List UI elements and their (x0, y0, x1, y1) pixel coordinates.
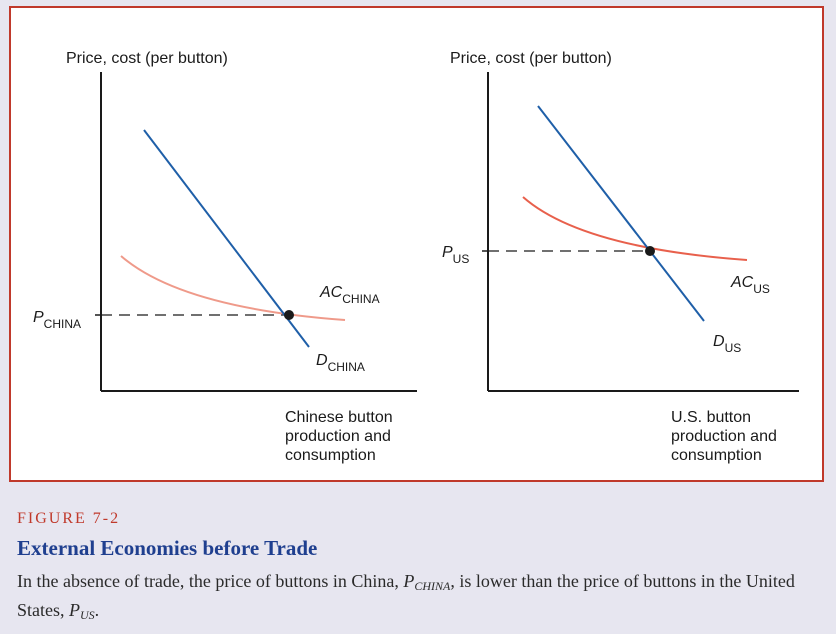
caption-text-3: . (94, 600, 100, 620)
right-ac-label: ACUS (730, 274, 770, 296)
right-y-axis-label: Price, cost (per button) (450, 50, 612, 67)
p-us-symbol: PUS (69, 600, 95, 622)
right-equilibrium-point (645, 246, 655, 256)
right-chart: Price, cost (per button) PUS ACUS DUS U.… (442, 50, 799, 464)
right-d-label: DUS (713, 333, 741, 355)
caption-text-1: In the absence of trade, the price of bu… (17, 571, 404, 591)
figure-description: In the absence of trade, the price of bu… (17, 569, 827, 627)
left-demand-line (143, 129, 310, 348)
left-price-label: PCHINA (33, 309, 81, 331)
right-ac-curve (522, 196, 748, 261)
left-d-label: DCHINA (316, 352, 365, 374)
left-chart: Price, cost (per button) PCHINA ACCHINA … (33, 50, 417, 464)
figure-panel: Price, cost (per button) PCHINA ACCHINA … (9, 6, 824, 482)
left-ac-label: ACCHINA (319, 284, 380, 306)
figure-diagram: Price, cost (per button) PCHINA ACCHINA … (33, 50, 799, 464)
right-price-label: PUS (442, 244, 469, 266)
figure-caption: FIGURE 7-2 External Economies before Tra… (17, 510, 827, 627)
figure-title: External Economies before Trade (17, 536, 318, 560)
left-equilibrium-point (284, 310, 294, 320)
left-x-axis-label: Chinese button production and consumptio… (285, 409, 397, 464)
figure-number: FIGURE 7-2 (17, 510, 121, 527)
right-x-axis-label: U.S. button production and consumption (671, 409, 781, 464)
p-china-symbol: PCHINA (403, 571, 451, 593)
left-ac-curve (120, 255, 346, 321)
caption-text-2: , is lower than the price of buttons in … (17, 571, 795, 620)
left-y-axis-label: Price, cost (per button) (66, 50, 228, 67)
right-demand-line (537, 105, 705, 322)
